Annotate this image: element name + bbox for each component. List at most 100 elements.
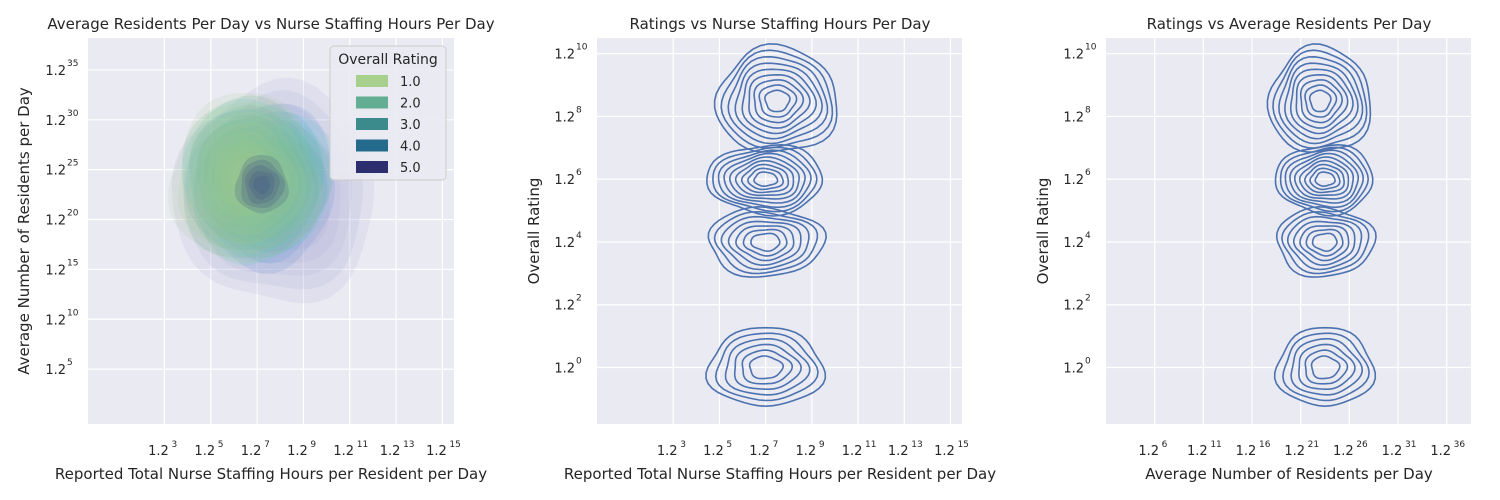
y-tick-exponent: 5 <box>67 358 73 368</box>
y-tick-exponent: 10 <box>576 43 588 53</box>
x-tick-label: 1.2 <box>380 444 401 459</box>
kde-contour-line <box>1311 232 1338 253</box>
x-tick-exponent: 36 <box>1454 440 1466 450</box>
x-tick-label: 1.2 <box>1138 444 1159 459</box>
y-tick-exponent: 10 <box>1085 43 1097 53</box>
y-tick-exponent: 2 <box>1085 294 1091 304</box>
y-tick-label: 1.2 <box>554 110 575 125</box>
legend-label: 3.0 <box>400 118 421 133</box>
kde-contour-line <box>741 349 794 385</box>
kde-contour-line <box>1289 152 1359 204</box>
kde-contour-line <box>1272 49 1368 149</box>
density-contour-rating-5.0 <box>205 115 341 263</box>
y-tick-label: 1.2 <box>45 363 66 378</box>
x-tick-exponent: 16 <box>1259 440 1271 450</box>
kde-contour-line <box>1281 210 1370 275</box>
kde-contour-line <box>748 355 785 380</box>
kde-contour-line <box>1299 225 1350 262</box>
kde-contour-line <box>706 143 824 217</box>
kde-contour-line <box>1292 220 1356 266</box>
density-contour-rating-3.0 <box>231 153 282 209</box>
y-axis-label: Overall Rating <box>1034 178 1052 285</box>
y-tick-label: 1.2 <box>45 313 66 328</box>
y-tick-label: 1.2 <box>554 362 575 377</box>
density-contour-rating-3.0 <box>189 108 324 257</box>
chart-title: Ratings vs Average Residents Per Day <box>1147 15 1432 33</box>
contour-layer <box>1266 43 1377 408</box>
kde-contour-line <box>713 43 838 153</box>
density-contour-rating-2.0 <box>211 133 296 226</box>
x-tick-exponent: 13 <box>911 440 922 450</box>
density-contour-rating-4.0 <box>253 174 270 194</box>
density-contour-rating-5.0 <box>194 102 352 276</box>
x-tick-exponent: 9 <box>310 440 316 450</box>
kde-contour-line <box>1308 89 1332 113</box>
density-core <box>234 155 289 214</box>
kde-contour-line <box>1299 79 1344 124</box>
x-tick-label: 1.2 <box>1333 444 1354 459</box>
kde-contour-line <box>1298 343 1356 390</box>
density-contour-rating-5.0 <box>240 155 310 230</box>
density-layer <box>168 77 375 304</box>
x-tick-exponent: 21 <box>1308 440 1319 450</box>
y-axis-label: Overall Rating <box>525 178 543 285</box>
legend: Overall Rating 1.0 2.0 3.0 4.0 5.0 <box>329 45 447 181</box>
x-tick-label: 1.2 <box>1382 444 1403 459</box>
x-tick-exponent: 7 <box>773 440 779 450</box>
x-tick-label: 1.2 <box>749 444 770 459</box>
x-axis-label: Reported Total Nurse Staffing Hours per … <box>564 465 996 483</box>
kde-contour-line <box>713 210 819 275</box>
y-tick-label: 1.2 <box>1063 48 1084 63</box>
density-contour-rating-2.0 <box>189 104 324 251</box>
x-tick-exponent: 13 <box>403 440 414 450</box>
density-contour-rating-1.0 <box>168 93 323 264</box>
y-tick-exponent: 6 <box>576 168 582 178</box>
legend-swatch <box>356 161 388 173</box>
density-contour-rating-2.0 <box>227 152 278 208</box>
x-tick-exponent: 11 <box>1210 440 1221 450</box>
legend-label: 4.0 <box>400 140 421 155</box>
y-tick-exponent: 4 <box>1085 231 1091 241</box>
y-tick-label: 1.2 <box>1063 362 1084 377</box>
y-tick-label: 1.2 <box>1063 110 1084 125</box>
density-contour-rating-4.0 <box>244 164 278 203</box>
density-contour-rating-4.0 <box>194 111 327 264</box>
contour-layer <box>705 43 838 408</box>
kde-contour-line <box>1290 338 1364 396</box>
x-tick-label: 1.2 <box>795 444 816 459</box>
kde-contour-line <box>720 215 810 271</box>
legend-label: 5.0 <box>400 161 421 176</box>
x-tick-exponent: 5 <box>218 440 224 450</box>
chart-ratings-vs-residents: Ratings vs Average Residents Per Day Ave… <box>1034 15 1471 483</box>
y-tick-exponent: 35 <box>67 59 78 69</box>
y-tick-label: 1.2 <box>554 48 575 63</box>
density-contour-rating-4.0 <box>227 145 295 223</box>
legend-swatch <box>356 75 388 87</box>
kde-contour-line <box>1295 73 1349 129</box>
x-tick-label: 1.2 <box>842 444 863 459</box>
kde-contour-line <box>720 49 834 149</box>
kde-contour-line <box>728 156 800 200</box>
density-contour-rating-1.0 <box>237 169 255 189</box>
density-contour-rating-1.0 <box>196 121 299 236</box>
kde-contour-line <box>733 343 803 390</box>
kde-contour-line <box>741 163 790 194</box>
y-tick-label: 1.2 <box>45 164 66 179</box>
kde-contour-line <box>1314 171 1336 188</box>
chart-title: Average Residents Per Day vs Nurse Staff… <box>47 15 494 33</box>
y-tick-label: 1.2 <box>45 263 66 278</box>
density-core <box>253 175 270 195</box>
density-contour-rating-2.0 <box>219 143 287 217</box>
x-axis-label: Reported Total Nurse Staffing Hours per … <box>55 465 487 483</box>
kde-contour-line <box>1298 159 1350 197</box>
kde-contour-line <box>714 332 819 402</box>
density-contour-rating-3.0 <box>222 145 290 219</box>
density-contour-rating-1.0 <box>205 131 290 226</box>
y-tick-label: 1.2 <box>1063 299 1084 314</box>
y-tick-exponent: 0 <box>576 357 582 367</box>
kde-contour-line <box>727 220 802 266</box>
y-tick-exponent: 25 <box>67 159 78 169</box>
density-contour-rating-1.0 <box>214 140 282 217</box>
kde-contour-line <box>1266 43 1372 153</box>
